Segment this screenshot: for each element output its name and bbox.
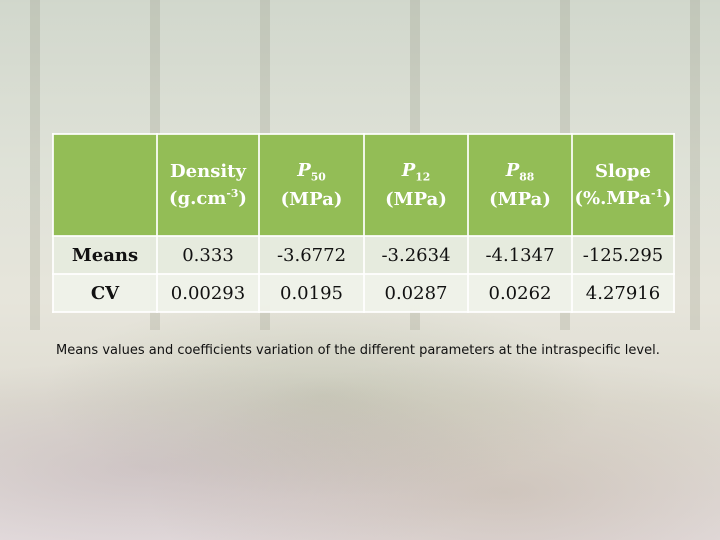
header-p50-name: P [297, 160, 311, 182]
header-p88-sub: 88 [519, 170, 535, 184]
header-slope-unit: (%.MPa-1) [574, 187, 672, 209]
header-p12-sub: 12 [415, 170, 431, 184]
table-cell: 0.0195 [258, 273, 365, 313]
header-p12: P12 (MPa) [363, 133, 469, 237]
header-slope-name: Slope [595, 161, 651, 182]
header-p50-sub: 50 [310, 170, 326, 184]
table-caption: Means values and coefficients variation … [56, 343, 660, 358]
header-p12-name: P [401, 160, 416, 182]
unit-exponent: -1 [651, 187, 663, 200]
header-row: Density (g.cm-3) P50 (MPa) P12 (MPa) P88… [52, 133, 675, 237]
header-p88-unit: (MPa) [489, 188, 551, 210]
row-label: CV [52, 273, 158, 313]
table-row-means: Means 0.333 -3.6772 -3.2634 -4.1347 -125… [52, 235, 675, 275]
stats-table: Density (g.cm-3) P50 (MPa) P12 (MPa) P88… [52, 133, 675, 313]
table-cell: -4.1347 [467, 235, 573, 275]
unit-base: (g.cm [169, 188, 227, 209]
table-cell: 0.0287 [363, 273, 469, 313]
header-p50: P50 (MPa) [258, 133, 365, 237]
header-density-name: Density [170, 161, 246, 182]
header-slope: Slope (%.MPa-1) [571, 133, 675, 237]
table-cell: -3.2634 [363, 235, 469, 275]
header-p88: P88 (MPa) [467, 133, 573, 237]
header-p50-unit: (MPa) [280, 188, 343, 210]
table-cell: 0.333 [156, 235, 260, 275]
background-heather [0, 300, 720, 540]
header-density: Density (g.cm-3) [156, 133, 260, 237]
table-cell: -3.6772 [258, 235, 365, 275]
unit-close: ) [663, 188, 672, 209]
unit-close: ) [238, 188, 247, 209]
table-row-cv: CV 0.00293 0.0195 0.0287 0.0262 4.27916 [52, 273, 675, 313]
table-cell: 0.0262 [467, 273, 573, 313]
table-cell: 0.00293 [156, 273, 260, 313]
unit-base: (%.MPa [574, 188, 651, 209]
table-cell: 4.27916 [571, 273, 675, 313]
background-tree [690, 0, 700, 330]
header-p12-unit: (MPa) [385, 188, 447, 210]
row-label: Means [52, 235, 158, 275]
header-p88-name: P [505, 160, 520, 182]
table-cell: -125.295 [571, 235, 675, 275]
header-density-unit: (g.cm-3) [169, 187, 247, 209]
background-tree [30, 0, 40, 330]
corner-cell [52, 133, 158, 237]
unit-exponent: -3 [226, 187, 239, 200]
